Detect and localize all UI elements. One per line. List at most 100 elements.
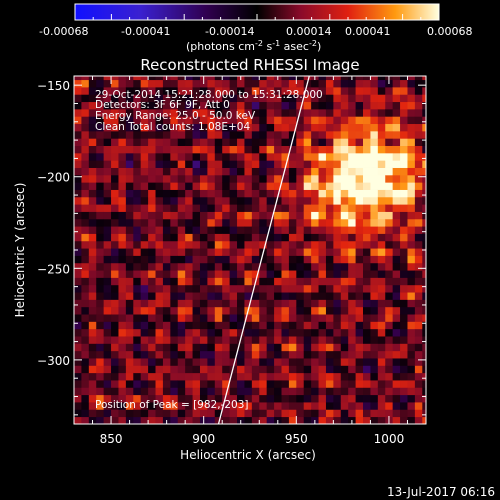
heatmap-cell — [281, 306, 290, 315]
heatmap-cell — [103, 138, 112, 146]
heatmap-cell — [244, 372, 253, 381]
heatmap-cell — [303, 94, 312, 103]
heatmap-cell — [125, 284, 134, 293]
heatmap-cell — [259, 204, 268, 212]
heatmap-cell — [296, 167, 305, 176]
heatmap-cell — [118, 189, 127, 198]
heatmap-cell — [311, 328, 319, 337]
heatmap-cell — [333, 174, 342, 183]
heatmap-cell — [74, 167, 82, 176]
heatmap-cell — [340, 116, 349, 125]
heatmap-cell — [259, 284, 268, 293]
heatmap-cell — [355, 380, 364, 388]
heatmap-cell — [199, 138, 208, 146]
heatmap-cell — [192, 130, 201, 139]
heatmap-cell — [133, 365, 142, 374]
heatmap-cell — [377, 240, 386, 249]
y-tick-label: −250 — [37, 262, 70, 276]
heatmap-cell — [111, 233, 119, 242]
heatmap-cell — [74, 79, 82, 88]
heatmap-cell — [266, 174, 275, 183]
heatmap-cell — [244, 218, 253, 227]
heatmap-cell — [111, 196, 119, 205]
heatmap-cell — [162, 160, 171, 168]
heatmap-cell — [333, 108, 342, 117]
heatmap-cell — [377, 262, 386, 271]
heatmap-cell — [422, 321, 426, 330]
heatmap-cell — [118, 130, 127, 139]
heatmap-cell — [133, 211, 142, 220]
heatmap-cell — [81, 350, 90, 359]
heatmap-cell — [251, 299, 260, 308]
heatmap-cell — [355, 211, 364, 220]
heatmap-cell — [237, 204, 245, 212]
heatmap-cell — [288, 79, 297, 88]
heatmap-cell — [148, 196, 156, 205]
heatmap-cell — [251, 101, 260, 110]
heatmap-cell — [392, 130, 401, 139]
heatmap-cell — [400, 108, 408, 117]
heatmap-cell — [229, 292, 238, 300]
heatmap-cell — [318, 138, 327, 146]
heatmap-cell — [274, 299, 282, 308]
heatmap-cell — [311, 211, 319, 220]
heatmap-cell — [170, 196, 179, 205]
heatmap-cell — [237, 270, 245, 278]
heatmap-cell — [355, 204, 364, 212]
heatmap-cell — [214, 380, 223, 388]
heatmap-cell — [222, 182, 231, 190]
heatmap-cell — [170, 270, 179, 278]
heatmap-cell — [266, 292, 275, 300]
heatmap-cell — [355, 284, 364, 293]
heatmap-cell — [229, 284, 238, 293]
heatmap-cell — [333, 255, 342, 264]
heatmap-cell — [333, 292, 342, 300]
heatmap-cell — [125, 101, 134, 110]
heatmap-cell — [214, 160, 223, 168]
heatmap-cell — [125, 277, 134, 286]
heatmap-cell — [414, 416, 423, 424]
heatmap-cell — [414, 79, 423, 88]
heatmap-cell — [407, 226, 416, 234]
heatmap-cell — [118, 108, 127, 117]
heatmap-cell — [88, 358, 97, 366]
heatmap-cell — [81, 328, 90, 337]
heatmap-cell — [400, 394, 408, 403]
heatmap-cell — [170, 277, 179, 286]
heatmap-cell — [407, 284, 416, 293]
heatmap-cell — [125, 292, 134, 300]
heatmap-cell — [148, 409, 156, 418]
heatmap-cell — [199, 130, 208, 139]
heatmap-cell — [229, 116, 238, 125]
heatmap-cell — [288, 145, 297, 154]
heatmap-cell — [96, 204, 105, 212]
heatmap-cell — [229, 336, 238, 344]
heatmap-cell — [118, 248, 127, 256]
axes: 850 900 950 1000−150−200−250−300 — [37, 76, 427, 446]
heatmap-cell — [407, 292, 416, 300]
heatmap-cell — [251, 336, 260, 344]
heatmap-cell — [355, 402, 364, 410]
heatmap-cell — [251, 372, 260, 381]
heatmap-cell — [185, 130, 193, 139]
heatmap-cell — [377, 101, 386, 110]
heatmap-cell — [288, 248, 297, 256]
heatmap-cell — [303, 402, 312, 410]
heatmap-cell — [340, 79, 349, 88]
heatmap-cell — [118, 167, 127, 176]
heatmap-cell — [414, 108, 423, 117]
heatmap-cell — [340, 358, 349, 366]
heatmap-cell — [214, 196, 223, 205]
heatmap-cell — [81, 387, 90, 396]
heatmap-cell — [385, 130, 394, 139]
heatmap-cell — [214, 130, 223, 139]
heatmap-cell — [370, 204, 379, 212]
heatmap-cell — [311, 314, 319, 322]
heatmap-cell — [400, 130, 408, 139]
heatmap-cell — [74, 211, 82, 220]
heatmap-cell — [348, 174, 356, 183]
heatmap-cell — [229, 409, 238, 418]
heatmap-cell — [363, 182, 371, 190]
heatmap-cell — [251, 94, 260, 103]
